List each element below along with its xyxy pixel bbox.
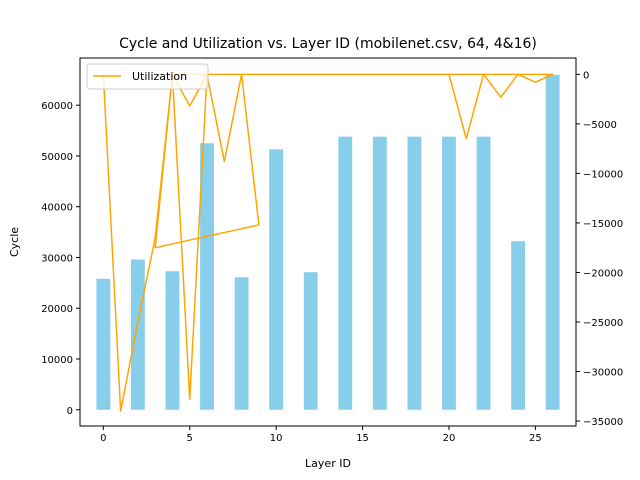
legend: Utilization [86, 63, 209, 90]
y-axis-label: Cycle [8, 227, 21, 257]
utilization-line [102, 73, 554, 412]
x-tick-label: 10 [270, 433, 283, 444]
y-tick-label: 50000 [41, 152, 73, 163]
y2-tick-label: −5000 [583, 120, 617, 131]
bar-layer-26 [545, 74, 560, 410]
y-axis-ticks: 0 10000 20000 30000 40000 50000 60000 [41, 101, 80, 417]
bar-layer-12 [303, 272, 318, 410]
y2-tick-label: −15000 [583, 219, 623, 230]
y2-tick-label: −25000 [583, 318, 623, 329]
chart-title: Cycle and Utilization vs. Layer ID (mobi… [119, 36, 537, 52]
plot-frame [79, 57, 577, 427]
x-tick-label: 25 [529, 433, 542, 444]
bar-layer-22 [476, 136, 491, 410]
y-tick-label: 60000 [41, 101, 73, 112]
bar-layer-16 [372, 136, 387, 410]
x-tick-label: 15 [356, 433, 369, 444]
x-tick-label: 0 [100, 433, 106, 444]
bar-layer-14 [338, 136, 353, 410]
legend-box [86, 63, 209, 90]
y2-tick-label: −20000 [583, 268, 623, 279]
bar-layer-10 [269, 149, 284, 410]
bar-layer-2 [130, 259, 145, 410]
bar-layer-6 [200, 143, 214, 410]
bar-layer-18 [407, 136, 422, 410]
y2-tick-label: 0 [583, 70, 589, 81]
y2-tick-label: −10000 [583, 169, 623, 180]
x-tick-label: 20 [443, 433, 456, 444]
x-tick-label: 5 [187, 433, 193, 444]
legend-label-utilization: Utilization [132, 70, 187, 83]
y-tick-label: 20000 [41, 304, 73, 315]
y2-tick-label: −30000 [583, 368, 623, 379]
bar-layer-24 [511, 241, 526, 410]
y-tick-label: 10000 [41, 355, 73, 366]
bars [96, 74, 560, 410]
y2-tick-label: −35000 [583, 417, 623, 428]
x-axis-label: Layer ID [305, 457, 351, 470]
bar-layer-20 [442, 136, 456, 410]
y-tick-label: 0 [67, 406, 73, 417]
y-tick-label: 30000 [41, 253, 73, 264]
y2-axis-ticks: 0 −5000 −10000 −15000 −20000 −25000 −30000 −350… [576, 70, 623, 428]
bar-layer-8 [234, 277, 249, 410]
bar-layer-4 [165, 271, 180, 410]
y-tick-label: 40000 [41, 203, 73, 214]
x-axis-ticks: 0 5 10 15 20 25 [100, 426, 542, 444]
utilization-line-layer [102, 73, 554, 412]
bar-layer-0 [96, 278, 111, 410]
